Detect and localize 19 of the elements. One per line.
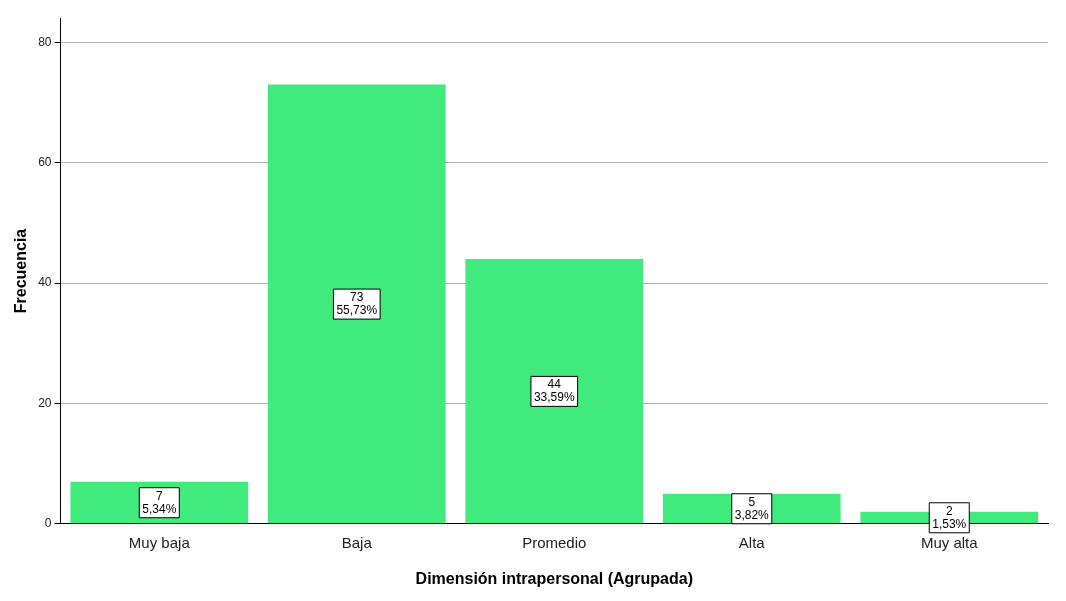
y-tick-label: 20: [38, 395, 52, 410]
x-tick-label: Promedio: [522, 533, 587, 551]
y-axis-title: Frecuencia: [12, 228, 30, 314]
x-axis-title: Dimensión intrapersonal (Agrupada): [415, 569, 693, 587]
data-label: 5 3,82%: [734, 494, 770, 522]
data-label: 44 33,59%: [533, 377, 575, 405]
y-tick-label: 0: [44, 516, 52, 531]
x-tick-label: Muy alta: [920, 533, 979, 551]
x-tick-label: Baja: [341, 533, 373, 551]
y-tick-label: 40: [38, 275, 52, 290]
data-label: 73 55,73%: [336, 289, 378, 317]
y-tick-label: 80: [38, 34, 52, 49]
y-tick-label: 60: [38, 154, 52, 169]
bar: [267, 84, 446, 524]
bar: [465, 258, 644, 524]
x-tick-label: Muy baja: [128, 533, 191, 551]
data-label: 7 5,34%: [142, 488, 177, 516]
data-label: 2 1,53%: [932, 503, 967, 531]
x-tick-label: Alta: [738, 533, 766, 551]
